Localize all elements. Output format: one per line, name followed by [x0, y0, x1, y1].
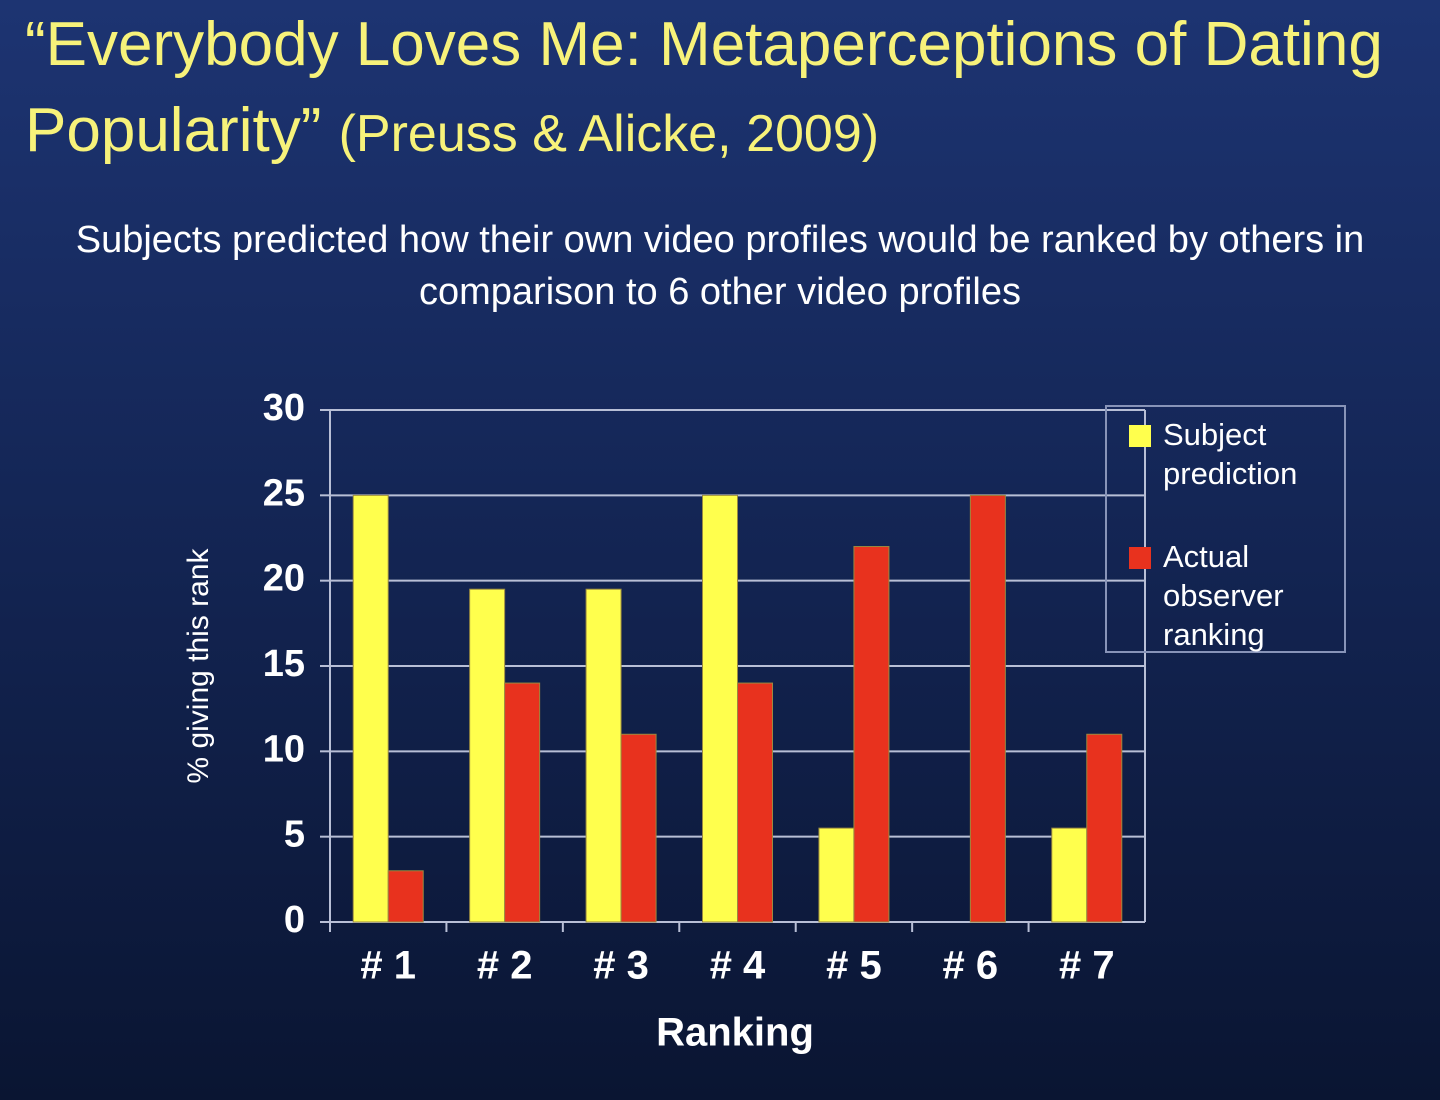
legend-label: Subject prediction	[1163, 417, 1298, 491]
x-tick-label: # 1	[360, 944, 416, 988]
x-tick-label: # 2	[477, 944, 533, 988]
legend-label: Actual observer ranking	[1163, 539, 1284, 652]
bar	[702, 494, 738, 923]
x-tick-label: # 7	[1059, 944, 1115, 988]
x-tick-label: # 3	[593, 944, 649, 988]
bar	[737, 682, 773, 923]
x-tick-label: # 5	[826, 944, 882, 988]
legend-swatch	[1129, 547, 1151, 569]
x-tick-label: # 4	[710, 944, 766, 988]
x-tick-label: # 6	[943, 944, 999, 988]
y-tick-label: 20	[263, 558, 305, 600]
bar	[469, 588, 506, 923]
title-text: “Everybody Loves Me: Metaperceptions of …	[25, 10, 1383, 165]
legend-item: Subject prediction	[1129, 415, 1334, 493]
y-tick-label: 0	[284, 899, 305, 941]
bar	[818, 827, 855, 923]
bar	[352, 494, 389, 923]
subtitle: Subjects predicted how their own video p…	[75, 219, 1365, 313]
citation: (Preuss & Alicke, 2009)	[338, 105, 880, 163]
bar	[504, 682, 541, 923]
legend-item: Actual observer ranking	[1129, 537, 1334, 654]
bar	[620, 733, 657, 923]
bar	[853, 546, 890, 923]
y-axis-label: % giving this rank	[182, 547, 215, 783]
y-tick-label: 5	[284, 814, 305, 856]
bar	[585, 588, 622, 923]
title: “Everybody Loves Me: Metaperceptions of …	[25, 2, 1385, 177]
bar	[969, 494, 1006, 923]
x-axis-label: Ranking	[656, 1011, 814, 1055]
legend: Subject prediction Actual observer rankin…	[1105, 405, 1346, 653]
y-tick-label: 10	[263, 728, 305, 770]
y-tick-label: 30	[263, 387, 305, 429]
y-tick-label: 15	[263, 643, 305, 685]
bar	[1051, 827, 1088, 923]
legend-swatch	[1129, 425, 1151, 447]
y-tick-label: 25	[263, 472, 305, 514]
bar	[1086, 733, 1123, 923]
bar	[387, 870, 424, 923]
